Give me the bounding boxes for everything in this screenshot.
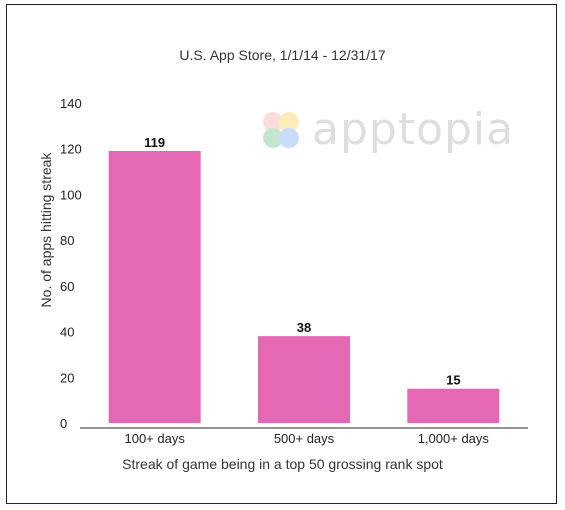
y-axis-label: No. of apps hitting streak [38,152,54,308]
x-tick-label: 100+ days [124,431,185,446]
data-label: 15 [446,373,460,388]
y-tick-label: 140 [60,96,82,111]
apptopia-logo-icon [263,111,299,148]
watermark-text: apptopia [312,104,515,155]
y-tick-label: 80 [60,233,74,248]
y-tick-label: 0 [60,416,67,431]
y-tick-label: 20 [60,370,74,385]
y-tick-label: 40 [60,325,74,340]
x-tick-label: 500+ days [274,431,335,446]
y-tick-label: 60 [60,279,74,294]
x-axis-label: Streak of game being in a top 50 grossin… [122,456,443,472]
apptopia-watermark: apptopia [258,104,514,155]
bar [108,151,201,423]
chart-title: U.S. App Store, 1/1/14 - 12/31/17 [179,47,386,63]
data-label: 119 [144,135,165,150]
bar [258,336,350,423]
bar [407,388,500,423]
y-tick-label: 120 [60,142,82,157]
data-label: 38 [297,320,311,335]
y-tick-label: 100 [60,187,82,202]
x-tick-label: 1,000+ days [418,431,490,446]
